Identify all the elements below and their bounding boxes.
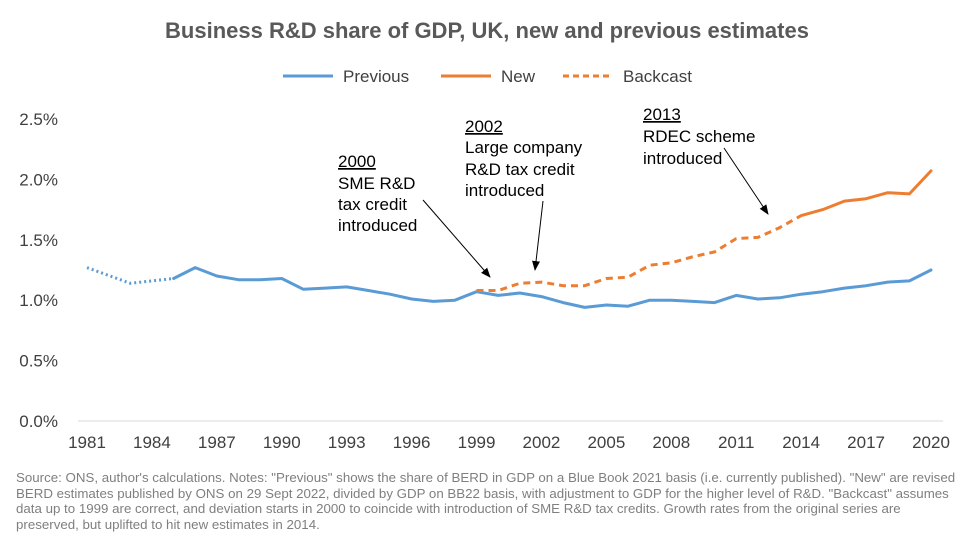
x-tick-label: 1981 — [68, 433, 106, 452]
x-tick-label: 1999 — [458, 433, 496, 452]
x-tick-label: 1984 — [133, 433, 171, 452]
annotation-2000-year: 2000 — [338, 152, 376, 171]
annotation-2000: 2000 SME R&D tax credit introduced — [338, 152, 491, 278]
x-tick-label: 1993 — [328, 433, 366, 452]
x-tick-label: 2002 — [523, 433, 561, 452]
series-layer — [86, 169, 933, 309]
x-tick-label: 2005 — [587, 433, 625, 452]
annotation-2000-arrow — [422, 199, 491, 278]
annotation-2002-year: 2002 — [465, 117, 503, 136]
x-tick-label: 2020 — [912, 433, 950, 452]
series-line-new-solid — [799, 169, 933, 218]
y-axis-ticks: 0.0% 0.5% 1.0% 1.5% 2.0% 2.5% — [19, 110, 58, 431]
chart-title: Business R&D share of GDP, UK, new and p… — [165, 18, 809, 43]
x-tick-label: 2008 — [652, 433, 690, 452]
annotation-2013-year: 2013 — [643, 105, 681, 124]
y-tick-label: 0.0% — [19, 412, 58, 431]
x-tick-label: 2014 — [782, 433, 820, 452]
annotation-2000-line-1: SME R&D — [338, 174, 415, 193]
x-axis-ticks: 1981 1984 1987 1990 1993 1996 1999 2002 2005 2008… — [68, 433, 950, 452]
y-tick-label: 1.5% — [19, 231, 58, 250]
annotation-2002-line-2: R&D tax credit — [465, 160, 575, 179]
line-chart: Business R&D share of GDP, UK, new and p… — [19, 18, 950, 452]
annotation-2002-line-3: introduced — [465, 181, 544, 200]
x-tick-label: 1990 — [263, 433, 301, 452]
x-tick-label: 2011 — [718, 433, 755, 452]
series-line-previous-dotted — [86, 266, 174, 285]
source-note: Source: ONS, author's calculations. Note… — [16, 470, 956, 532]
series-line-previous-solid — [172, 266, 933, 309]
annotation-2013-line-2: introduced — [643, 149, 722, 168]
legend: Previous New Backcast — [283, 67, 692, 86]
y-tick-label: 2.5% — [19, 110, 58, 129]
annotation-2002-arrow — [532, 200, 544, 271]
legend-label-backcast: Backcast — [623, 67, 692, 86]
series-line-backcast-dashed — [476, 214, 802, 292]
legend-label-new: New — [501, 67, 536, 86]
y-tick-label: 0.5% — [19, 352, 58, 371]
annotation-2013-line-1: RDEC scheme — [643, 127, 755, 146]
y-tick-label: 2.0% — [19, 170, 58, 189]
annotation-2013: 2013 RDEC scheme introduced — [643, 105, 769, 215]
x-tick-label: 2017 — [847, 433, 885, 452]
x-tick-label: 1996 — [393, 433, 431, 452]
x-tick-label: 1987 — [198, 433, 236, 452]
annotation-2000-line-2: tax credit — [338, 195, 407, 214]
legend-label-previous: Previous — [343, 67, 409, 86]
annotation-2013-arrow — [723, 147, 769, 215]
y-tick-label: 1.0% — [19, 291, 58, 310]
annotation-2000-line-3: introduced — [338, 216, 417, 235]
annotation-2002-line-1: Large company — [465, 138, 583, 157]
annotation-2002: 2002 Large company R&D tax credit introd… — [465, 117, 583, 271]
